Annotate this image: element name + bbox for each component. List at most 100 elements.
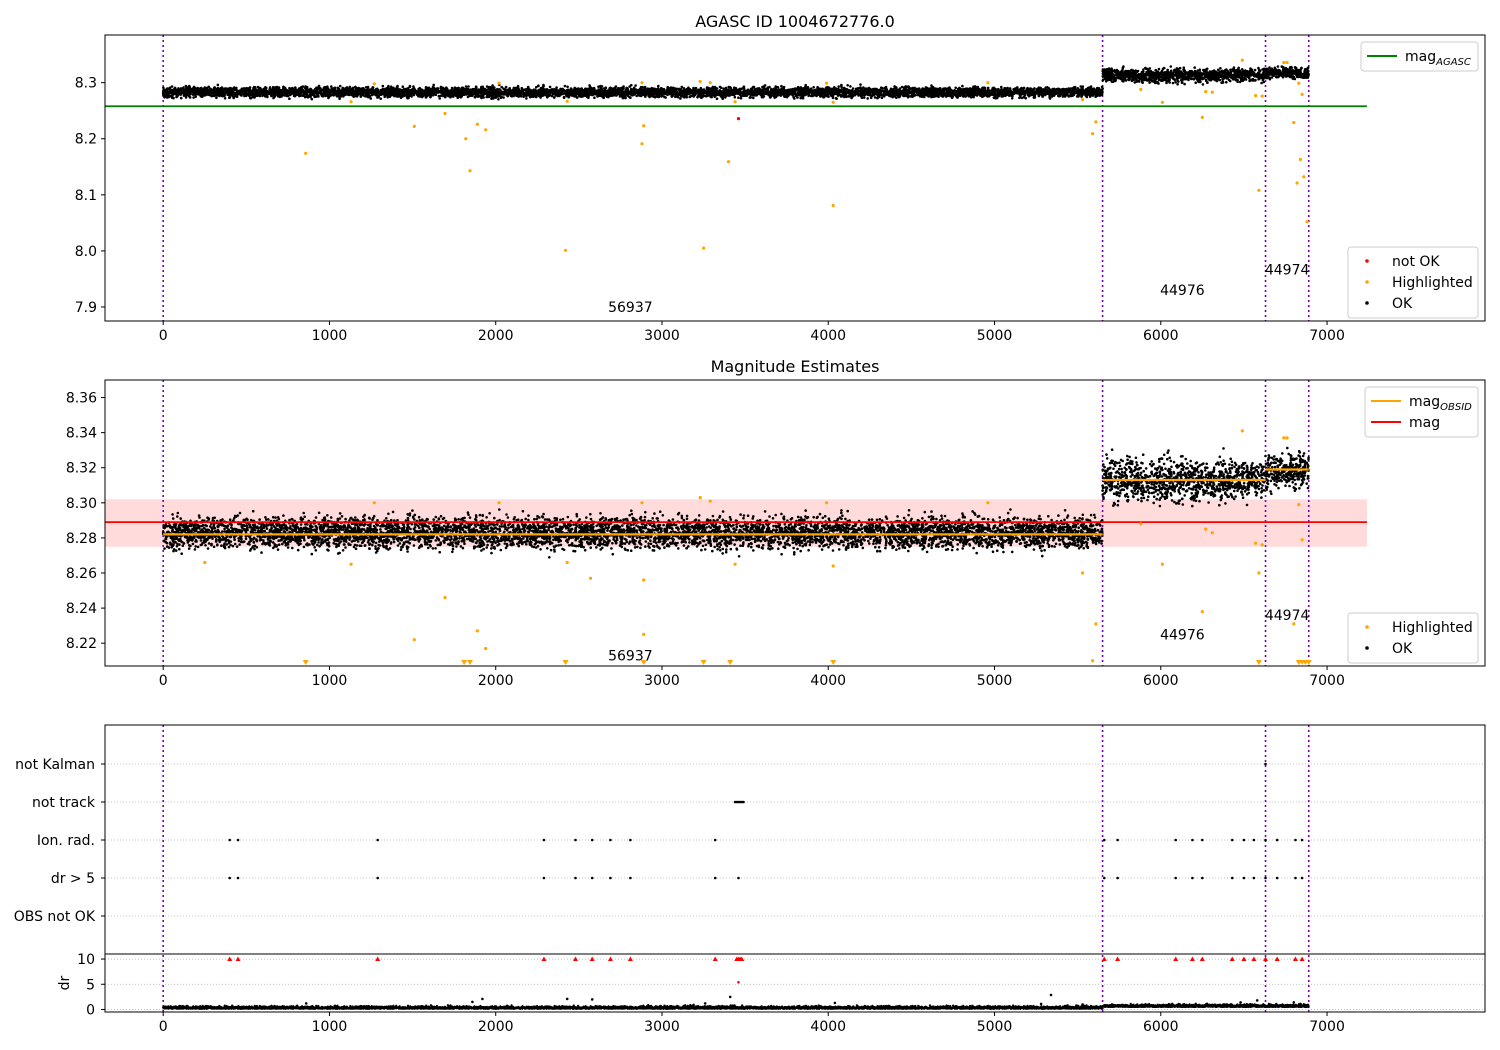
agasc-ok-point	[194, 95, 197, 98]
agasc-ok-point	[851, 87, 855, 90]
agasc-ok-point	[325, 89, 328, 92]
agasc-ok-point	[680, 85, 684, 89]
agasc-ok-point	[335, 94, 339, 98]
agasc-ok-point	[485, 85, 489, 88]
agasc-ok-point	[880, 96, 884, 99]
agasc-ok-point	[268, 86, 272, 89]
agasc-ok-point	[535, 85, 538, 89]
agasc-ok-point	[937, 95, 940, 98]
agasc-ok-point	[873, 96, 877, 99]
agasc-ok-point	[439, 94, 443, 98]
agasc-ok-point	[408, 84, 412, 88]
agasc-ok-point	[537, 84, 540, 87]
agasc-ok-point	[493, 86, 496, 89]
agasc-ok-point	[780, 84, 783, 88]
agasc-ok-point	[948, 86, 951, 89]
agasc-ok-point	[720, 96, 724, 99]
agasc-ok-point	[387, 84, 390, 88]
agasc-ok-point	[573, 86, 576, 90]
agasc-ok-point	[614, 85, 618, 88]
agasc-ok-point	[862, 86, 865, 89]
agasc-ok-point	[641, 85, 644, 89]
agasc-ok-point	[563, 84, 567, 88]
agasc-ok-point	[228, 94, 231, 97]
agasc-ok-point	[1090, 87, 1094, 91]
agasc-ok-point	[224, 87, 227, 90]
agasc-ok-point	[310, 97, 314, 101]
agasc-ok-point	[752, 85, 755, 89]
agasc-ok-point	[381, 84, 385, 88]
agasc-ok-point	[737, 96, 740, 99]
agasc-ok-point	[438, 97, 442, 100]
agasc-ok-point	[961, 92, 965, 95]
agasc-ok-point	[719, 86, 723, 90]
agasc-ok-point	[685, 95, 688, 99]
agasc-ok-point	[946, 88, 949, 91]
agasc-ok-point	[415, 93, 419, 96]
agasc-ok-point	[351, 87, 355, 90]
agasc-ok-point	[195, 87, 198, 90]
agasc-ok-point	[231, 94, 235, 98]
agasc-ok-point	[693, 87, 697, 91]
agasc-ok-point	[286, 94, 290, 98]
agasc-ok-point	[379, 97, 383, 100]
agasc-ok-point	[679, 97, 682, 100]
agasc-ok-point	[622, 85, 625, 88]
agasc-ok-point	[761, 95, 765, 99]
agasc-ok-point	[251, 95, 255, 99]
agasc-ok-point	[871, 88, 874, 91]
agasc-ok-point	[215, 96, 218, 100]
agasc-ok-point	[175, 95, 178, 99]
agasc-ok-point	[403, 94, 406, 98]
agasc-ok-point	[857, 94, 860, 97]
agasc-ok-point	[227, 87, 231, 90]
agasc-ok-point	[733, 95, 737, 99]
agasc-ok-point	[740, 87, 743, 91]
agasc-ok-point	[817, 87, 820, 90]
agasc-ok-point	[891, 95, 894, 99]
agasc-ok-point	[491, 84, 494, 87]
agasc-ok-point	[512, 86, 516, 90]
agasc-ok-point	[731, 93, 735, 96]
agasc-ok-point	[905, 85, 909, 89]
agasc-ok-point	[617, 87, 620, 90]
agasc-ok-point	[480, 96, 483, 100]
agasc-ok-point	[1081, 85, 1085, 88]
agasc-ok-point	[880, 86, 883, 89]
agasc-ok-point	[464, 85, 468, 88]
agasc-ok-point	[249, 96, 252, 100]
agasc-ok-point	[170, 85, 174, 88]
agasc-ok-point	[699, 88, 703, 92]
agasc-ok-point	[258, 86, 262, 90]
agasc-ok-point	[369, 97, 373, 100]
agasc-ok-point	[575, 96, 579, 99]
agasc-ok-point	[499, 96, 503, 100]
agasc-ok-point	[309, 95, 312, 99]
agasc-ok-point	[506, 88, 510, 92]
agasc-ok-point	[592, 90, 596, 93]
agasc-ok-point	[831, 96, 835, 100]
agasc-ok-point	[815, 94, 818, 98]
agasc-ok-point	[333, 89, 337, 93]
agasc-ok-point	[213, 86, 216, 89]
agasc-ok-point	[228, 96, 231, 99]
agasc-ok-point	[752, 96, 755, 100]
agasc-ok-point	[188, 96, 192, 99]
agasc-ok-point	[485, 95, 489, 99]
agasc-ok-point	[961, 84, 964, 88]
agasc-ok-point	[459, 89, 462, 92]
agasc-ok-point	[562, 95, 566, 99]
agasc-ok-point	[992, 89, 995, 93]
agasc-ok-point	[456, 96, 460, 99]
agasc-ok-point	[637, 93, 640, 97]
agasc-ok-point	[664, 96, 667, 99]
agasc-ok-point	[341, 86, 345, 90]
agasc-ok-point	[383, 95, 387, 98]
agasc-ok-point	[851, 90, 855, 93]
agasc-ok-point	[683, 93, 687, 96]
agasc-ok-point	[589, 90, 593, 94]
agasc-ok-point	[390, 88, 394, 91]
agasc-ok-point	[385, 93, 389, 97]
agasc-ok-point	[902, 94, 906, 98]
